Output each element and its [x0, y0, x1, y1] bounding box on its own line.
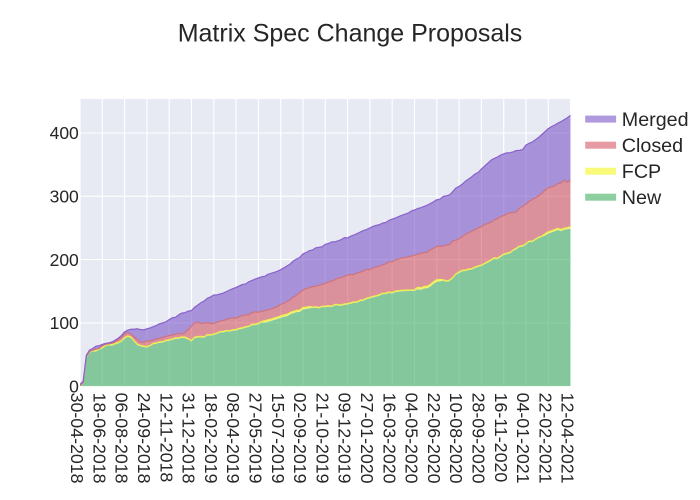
svg-text:300: 300 [50, 187, 79, 207]
svg-text:18-06-2018: 18-06-2018 [89, 393, 109, 484]
svg-text:27-05-2019: 27-05-2019 [246, 393, 266, 484]
svg-text:21-10-2019: 21-10-2019 [312, 393, 332, 484]
svg-text:Closed: Closed [622, 135, 683, 157]
svg-text:Matrix Spec Change Proposals: Matrix Spec Change Proposals [178, 20, 523, 48]
svg-text:15-07-2019: 15-07-2019 [268, 393, 288, 484]
svg-text:0: 0 [69, 376, 79, 396]
svg-text:30-04-2018: 30-04-2018 [67, 393, 87, 484]
svg-text:12-11-2018: 12-11-2018 [156, 393, 176, 483]
svg-text:02-09-2019: 02-09-2019 [290, 393, 310, 484]
svg-text:Merged: Merged [622, 109, 689, 131]
svg-text:New: New [622, 187, 662, 209]
svg-text:28-09-2020: 28-09-2020 [469, 393, 489, 484]
svg-text:200: 200 [50, 250, 79, 270]
svg-text:08-04-2019: 08-04-2019 [223, 393, 243, 484]
svg-text:FCP: FCP [622, 161, 661, 183]
svg-text:22-02-2021: 22-02-2021 [535, 393, 555, 484]
svg-text:400: 400 [50, 123, 79, 143]
svg-text:18-02-2019: 18-02-2019 [201, 393, 221, 484]
svg-text:04-05-2020: 04-05-2020 [402, 393, 422, 484]
svg-text:10-08-2020: 10-08-2020 [446, 393, 466, 484]
svg-text:27-01-2020: 27-01-2020 [357, 393, 377, 484]
svg-text:22-06-2020: 22-06-2020 [424, 393, 444, 484]
svg-text:12-04-2021: 12-04-2021 [558, 393, 578, 484]
svg-text:31-12-2018: 31-12-2018 [179, 393, 199, 484]
svg-text:100: 100 [50, 313, 79, 333]
svg-text:06-08-2018: 06-08-2018 [112, 393, 132, 484]
svg-text:24-09-2018: 24-09-2018 [134, 393, 154, 484]
svg-text:16-11-2020: 16-11-2020 [491, 393, 511, 483]
svg-text:04-01-2021: 04-01-2021 [513, 393, 533, 484]
svg-text:09-12-2019: 09-12-2019 [335, 393, 355, 484]
svg-text:16-03-2020: 16-03-2020 [379, 393, 399, 484]
